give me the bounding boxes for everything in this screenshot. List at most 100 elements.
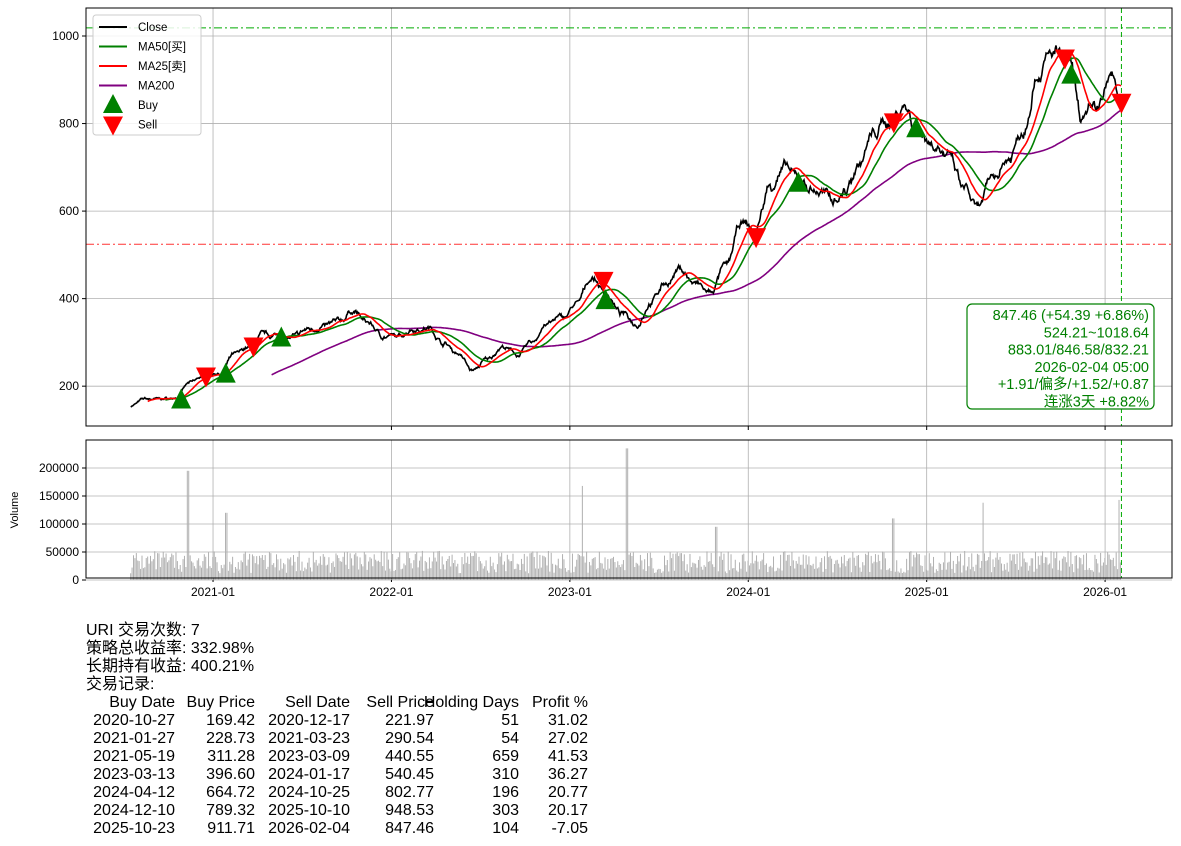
ma50-line xyxy=(165,57,1122,401)
buy-marker xyxy=(171,388,192,409)
cell: 31.02 xyxy=(547,712,588,729)
x-tick-label: 2023-01 xyxy=(548,585,592,599)
buy-marker xyxy=(788,171,809,192)
cell: 2021-03-23 xyxy=(268,730,350,747)
cell: 2024-10-25 xyxy=(268,784,350,801)
annotation-line: 2026-02-04 05:00 xyxy=(1035,360,1150,376)
cell: 659 xyxy=(492,748,519,765)
cell: 396.60 xyxy=(206,766,255,783)
annotation-line: 524.21~1018.64 xyxy=(1044,325,1149,341)
cell: Buy Date xyxy=(109,694,175,711)
price-axes-frame xyxy=(85,7,1173,427)
cell: 41.53 xyxy=(547,748,588,765)
cell: 51 xyxy=(501,712,519,729)
info-annotation: 847.46 (+54.39 +6.86%)524.21~1018.64 883.… xyxy=(966,303,1155,411)
annotation-line: 连涨3天 +8.82% xyxy=(1044,394,1149,411)
records-label: 交易记录: xyxy=(86,676,155,693)
cell: 20.77 xyxy=(547,784,588,801)
ma200-line xyxy=(271,109,1122,376)
table-row: 2021-01-27 228.73 2021-03-23 290.54 54 27.02 xyxy=(86,730,606,748)
strategy-return: 策略总收益率: 332.98% xyxy=(86,640,255,657)
sell-marker xyxy=(195,367,216,388)
sell-marker xyxy=(593,271,614,292)
table-row: 2020-10-27 169.42 2020-12-17 221.97 51 31.02 xyxy=(86,712,606,730)
annotation-line: +1.91/偏多/+1.52/+0.87 xyxy=(998,376,1149,393)
buy-marker xyxy=(271,326,292,347)
cell: 27.02 xyxy=(547,730,588,747)
cell: 196 xyxy=(492,784,519,801)
cell: Buy Price xyxy=(186,694,255,711)
volume-axis-label: Volume xyxy=(9,492,21,529)
table-row: 2024-04-12 664.72 2024-10-25 802.77 196 20.77 xyxy=(86,784,606,802)
legend-sell-icon xyxy=(103,116,123,136)
y-tick-label: 800 xyxy=(59,117,79,131)
y-tick-label: 1000 xyxy=(52,29,79,43)
annotation-box xyxy=(966,303,1155,410)
cell: Sell Price xyxy=(366,694,434,711)
y-tick-label: 600 xyxy=(59,204,79,218)
x-tick-label: 2026-01 xyxy=(1083,585,1127,599)
sell-marker xyxy=(746,228,767,249)
annotation-line: 883.01/846.58/832.21 xyxy=(1008,343,1149,359)
cell: 36.27 xyxy=(547,766,588,783)
legend-label: Buy xyxy=(138,100,158,112)
cell: 311.28 xyxy=(207,748,255,765)
cell: 54 xyxy=(501,730,519,747)
y-tick-label: 200 xyxy=(59,379,79,393)
hold-return: 长期持有收益: 400.21% xyxy=(86,658,255,675)
cell: 440.55 xyxy=(385,748,434,765)
legend-label: Sell xyxy=(138,120,157,132)
cell: 2020-12-17 xyxy=(268,712,350,729)
sell-marker xyxy=(243,337,264,358)
ma25-line xyxy=(147,51,1122,403)
cell: 2025-10-10 xyxy=(268,802,350,819)
cell: 303 xyxy=(492,802,519,819)
cell: 20.17 xyxy=(547,802,588,819)
volume-axes-frame xyxy=(85,439,1173,579)
annotation-line: 847.46 (+54.39 +6.86%) xyxy=(993,308,1149,324)
buy-marker xyxy=(595,289,616,310)
cell: 911.71 xyxy=(207,820,255,837)
summary: URI 交易次数: 7 策略总收益率: 332.98% 长期持有收益: 400.… xyxy=(86,622,606,838)
volume-tick-label: 150000 xyxy=(39,489,79,503)
sell-marker xyxy=(1054,49,1075,70)
legend-label: MA25[卖] xyxy=(138,60,186,73)
volume-tick-label: 200000 xyxy=(39,461,79,475)
cell: 2021-05-19 xyxy=(93,748,175,765)
cell: 664.72 xyxy=(206,784,255,801)
cell: 2023-03-09 xyxy=(268,748,350,765)
legend: Close MA50[买] MA25[卖] MA200 Buy Sell xyxy=(92,14,202,136)
buy-marker xyxy=(215,362,236,383)
cell: 802.77 xyxy=(385,784,434,801)
cell: 169.42 xyxy=(206,712,255,729)
legend-label: MA50[买] xyxy=(138,41,186,54)
sell-marker xyxy=(1111,93,1132,114)
x-tick-label: 2024-01 xyxy=(726,585,770,599)
table-header: Buy Date Buy Price Sell Date Sell Price Hold… xyxy=(86,694,606,712)
cell: 104 xyxy=(492,820,519,837)
close-line xyxy=(130,45,1122,408)
cell: 2023-03-13 xyxy=(93,766,175,783)
sell-marker xyxy=(883,113,904,134)
cell: 540.45 xyxy=(385,766,434,783)
x-tick-label: 2022-01 xyxy=(369,585,413,599)
table-row: 2025-10-23 911.71 2026-02-04 847.46 104 -7.05 xyxy=(86,820,606,838)
cell: Profit % xyxy=(531,694,588,711)
cell: 2025-10-23 xyxy=(93,820,175,837)
cell: 221.97 xyxy=(385,712,434,729)
stock-chart: 200 400 600 800 1000 0 50000 100000 150000 200000… xyxy=(9,7,1173,599)
buy-marker xyxy=(906,117,927,138)
cell: 2024-01-17 xyxy=(268,766,350,783)
volume-tick-label: 0 xyxy=(72,573,79,587)
legend-label: MA200 xyxy=(138,81,174,93)
cell: 2020-10-27 xyxy=(93,712,175,729)
cell: 310 xyxy=(492,766,519,783)
cell: 2024-04-12 xyxy=(93,784,175,801)
table-row: 2021-05-19 311.28 2023-03-09 440.55 659 41.53 xyxy=(86,748,606,766)
trade-count: URI 交易次数: 7 xyxy=(86,622,200,639)
cell: Sell Date xyxy=(285,694,350,711)
cell: 847.46 xyxy=(385,820,434,837)
legend-label: Close xyxy=(138,22,167,34)
cell: 290.54 xyxy=(385,730,434,747)
cell: Holding Days xyxy=(423,694,519,711)
